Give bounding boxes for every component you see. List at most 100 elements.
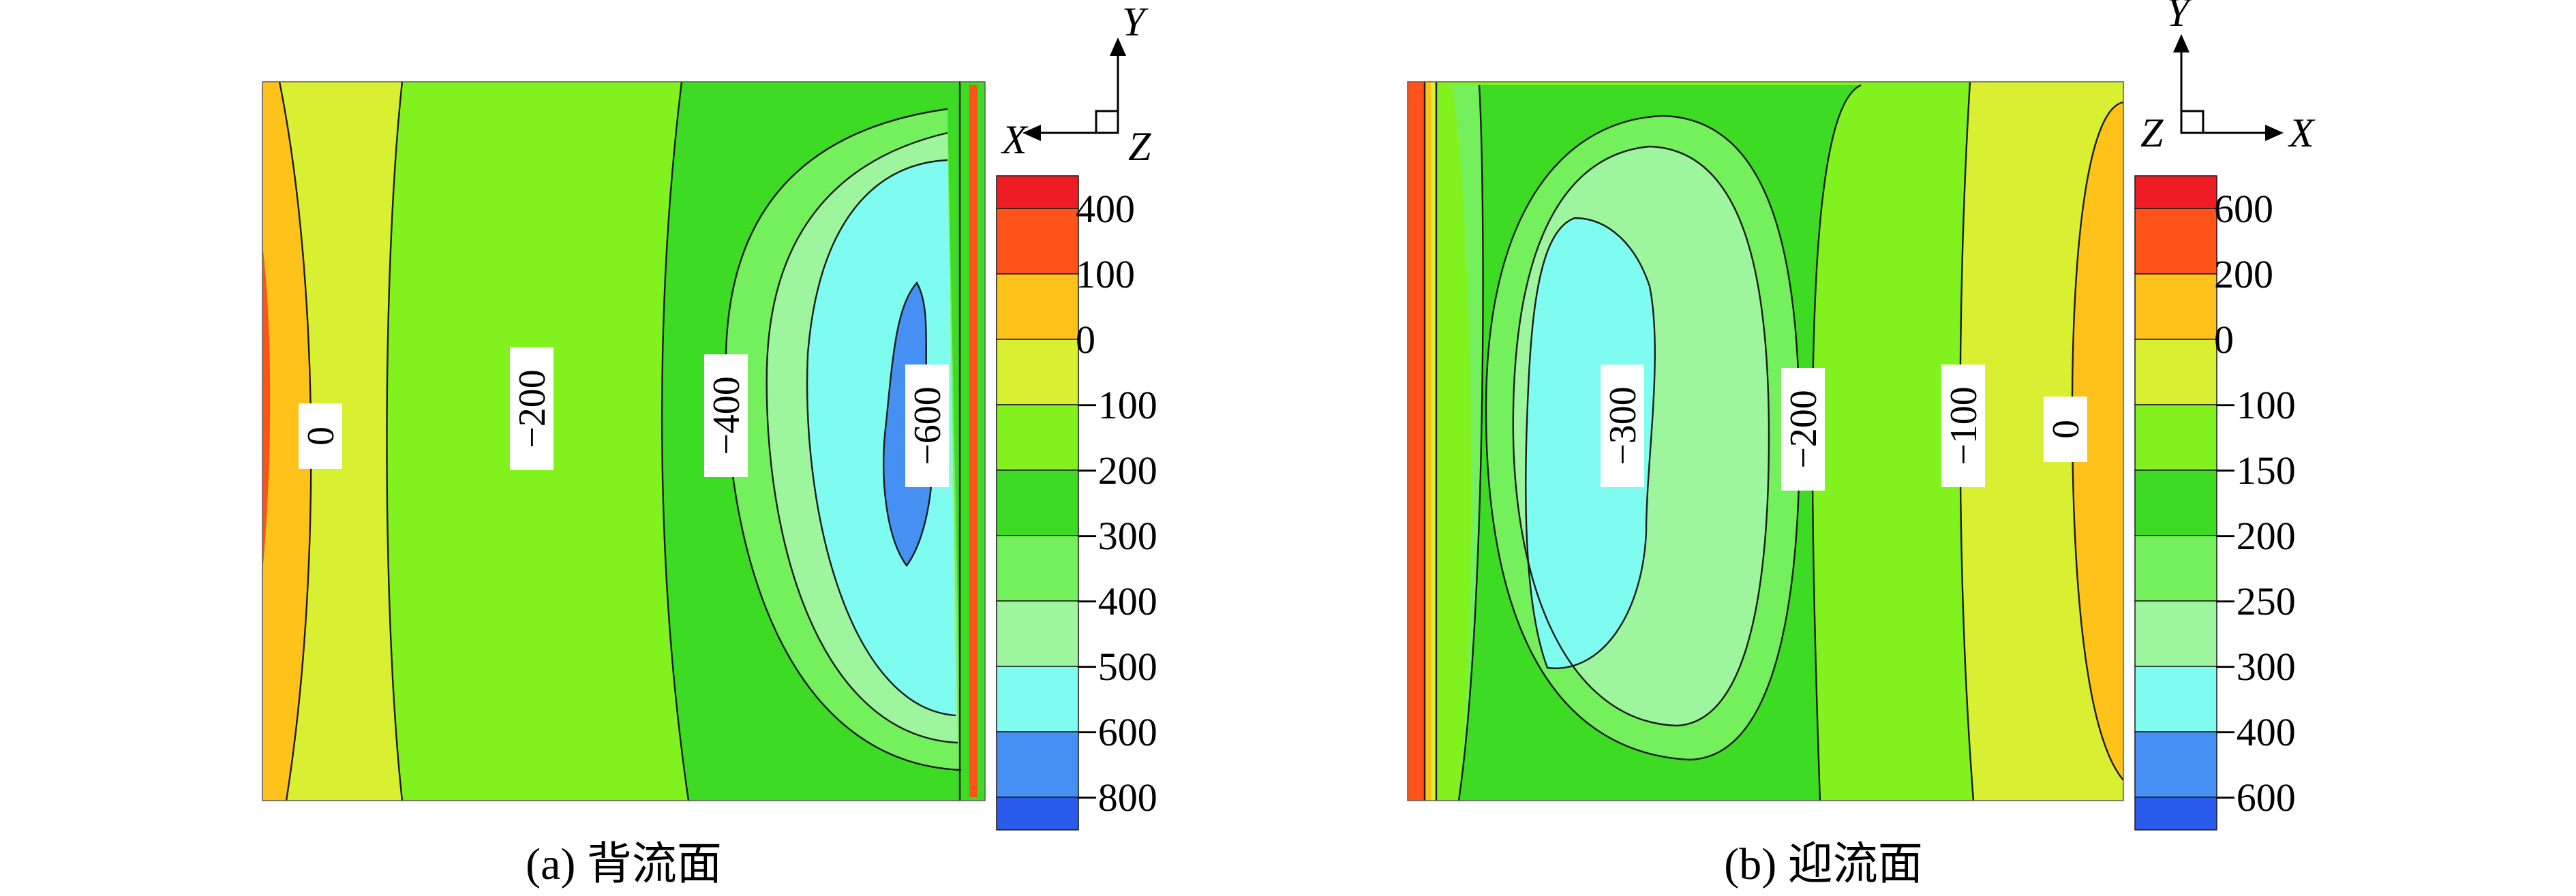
legend-a-tick-label: 100	[1076, 252, 1135, 296]
contour-label-box	[299, 403, 342, 469]
legend-a-swatch	[996, 175, 1079, 209]
legend-b-swatch	[2134, 666, 2217, 732]
legend-b-tick-label: 200	[2214, 252, 2273, 296]
legend-a-tick-label: −200	[1076, 448, 1157, 493]
legend-b-tick-label: 600	[2214, 187, 2273, 231]
legend-a-swatch	[996, 469, 1079, 536]
caption-b: (b) 迎流面	[1724, 839, 1922, 889]
legend-b-swatch	[2134, 797, 2217, 831]
contour-line-b-250	[1512, 145, 1770, 727]
contour-label-b-minus100: −100	[1943, 386, 1985, 465]
triad-a-label-x: X	[1001, 117, 1029, 162]
legend-b-tick-label: −600	[2214, 775, 2296, 820]
legend-a-swatch	[996, 273, 1079, 340]
contour-line-a-400	[766, 132, 958, 744]
contour-line-a-0	[386, 81, 404, 801]
plot-frame-b	[1407, 81, 2124, 801]
contour-label-box	[1941, 365, 1985, 487]
axis-triad-a: Y X Z	[1001, 0, 1151, 169]
triad-a-z-box	[1095, 110, 1119, 134]
triad-b-z-box	[2180, 110, 2204, 134]
triad-a-label-y: Y	[1122, 0, 1149, 44]
contour-line-a-500	[806, 159, 956, 717]
region-b-edge-200	[1425, 82, 1431, 801]
legend-a-swatch	[996, 535, 1079, 602]
legend-a-tick-label: −400	[1076, 579, 1157, 623]
legend-a-swatch	[996, 731, 1079, 798]
triad-a-label-z: Z	[1128, 124, 1151, 169]
legend-a-swatch	[996, 797, 1079, 831]
legend-a-tick-label: 0	[1076, 318, 1095, 362]
contour-label-a-minus600: −600	[907, 386, 949, 465]
legend-a-swatch	[996, 208, 1079, 275]
legend-a: 400 100 0 −100 −200 −300 −400 −500 −600 −800	[996, 175, 1157, 831]
legend-a-tick-label: −100	[1076, 383, 1157, 427]
region-a-100-to-400	[262, 82, 312, 801]
region-b-edge-high	[1408, 82, 1425, 801]
contour-label-a-minus400: −400	[706, 376, 748, 455]
arrowhead-up-icon	[1110, 37, 1126, 56]
contour-label-box	[1781, 368, 1825, 491]
triad-b-label-y: Y	[2166, 0, 2193, 35]
arrowhead-left-icon	[1022, 125, 1041, 141]
legend-b-swatch	[2134, 208, 2217, 275]
legend-b-tick-label: −300	[2214, 645, 2296, 689]
contour-label-b-minus200: −200	[1783, 390, 1825, 469]
arrowhead-up-icon	[2173, 34, 2189, 52]
region-b-200-to-0	[2072, 102, 2123, 780]
legend-a-swatch	[996, 600, 1079, 667]
contour-label-box	[1601, 365, 1644, 487]
arrowhead-right-icon	[2265, 125, 2284, 141]
legend-a-tick-label: 400	[1076, 187, 1135, 231]
panel-a: 0 −200 −400 −600 400 100 0 −100 −200 −300 −400…	[262, 0, 1157, 889]
axis-triad-b: Y X Z	[2140, 0, 2316, 155]
contour-label-box	[2044, 397, 2087, 462]
contour-label-a-0: 0	[300, 427, 342, 446]
contour-labels-a: 0 −200 −400 −600	[299, 347, 949, 487]
contour-map-a	[262, 81, 986, 801]
contour-line-b-150	[1811, 84, 1862, 801]
plot-frame-a	[262, 81, 986, 801]
contour-line-b-edge	[1457, 84, 1484, 801]
contour-label-b-0: 0	[2045, 420, 2087, 439]
legend-a-swatch	[996, 666, 1079, 732]
legend-a-swatch	[996, 404, 1079, 471]
legend-b-tick-label: −250	[2214, 579, 2296, 623]
contour-label-box	[704, 354, 748, 477]
region-b-edge-100	[1436, 82, 1442, 801]
caption-a: (a) 背流面	[526, 839, 722, 889]
legend-a-tick-label: −500	[1076, 645, 1157, 689]
panel-b: −300 −200 −100 0 600 200 0 −100 −150 −200 −250…	[1407, 0, 2316, 889]
legend-b-tick-label: −100	[2214, 383, 2296, 427]
legend-b-swatch	[2134, 339, 2217, 405]
legend-b-tick-label: −150	[2214, 448, 2296, 493]
legend-a-swatch	[996, 339, 1079, 405]
legend-b-swatch	[2134, 469, 2217, 536]
legend-a-tick-label: −800	[1076, 775, 1157, 820]
legend-b: 600 200 0 −100 −150 −200 −250 −300 −400 −600	[2134, 175, 2296, 831]
triad-b-label-z: Z	[2140, 110, 2164, 155]
contour-label-a-minus200: −200	[511, 369, 554, 448]
region-a-edge-red	[969, 85, 978, 797]
region-b-edge-0	[1431, 82, 1436, 801]
legend-b-swatch	[2134, 535, 2217, 602]
legend-b-swatch	[2134, 731, 2217, 798]
legend-a-tick-label: −300	[1076, 514, 1157, 558]
legend-a-tick-label: −600	[1076, 710, 1157, 754]
contour-line-b-300	[1525, 217, 1656, 669]
contour-label-b-minus300: −300	[1602, 386, 1644, 465]
contour-line-a-200	[661, 81, 690, 801]
legend-b-swatch	[2134, 600, 2217, 667]
contour-labels-b: −300 −200 −100 0	[1601, 365, 2087, 491]
legend-b-tick-label: −400	[2214, 710, 2296, 754]
legend-b-tick-label: −200	[2214, 514, 2296, 558]
contour-line-b-200	[1485, 114, 1801, 761]
legend-b-swatch	[2134, 175, 2217, 209]
contour-label-box	[905, 365, 949, 487]
legend-b-swatch	[2134, 273, 2217, 340]
legend-b-tick-label: 0	[2214, 318, 2234, 362]
contour-label-box	[510, 347, 554, 470]
legend-b-swatch	[2134, 404, 2217, 471]
triad-b-label-x: X	[2288, 110, 2316, 155]
